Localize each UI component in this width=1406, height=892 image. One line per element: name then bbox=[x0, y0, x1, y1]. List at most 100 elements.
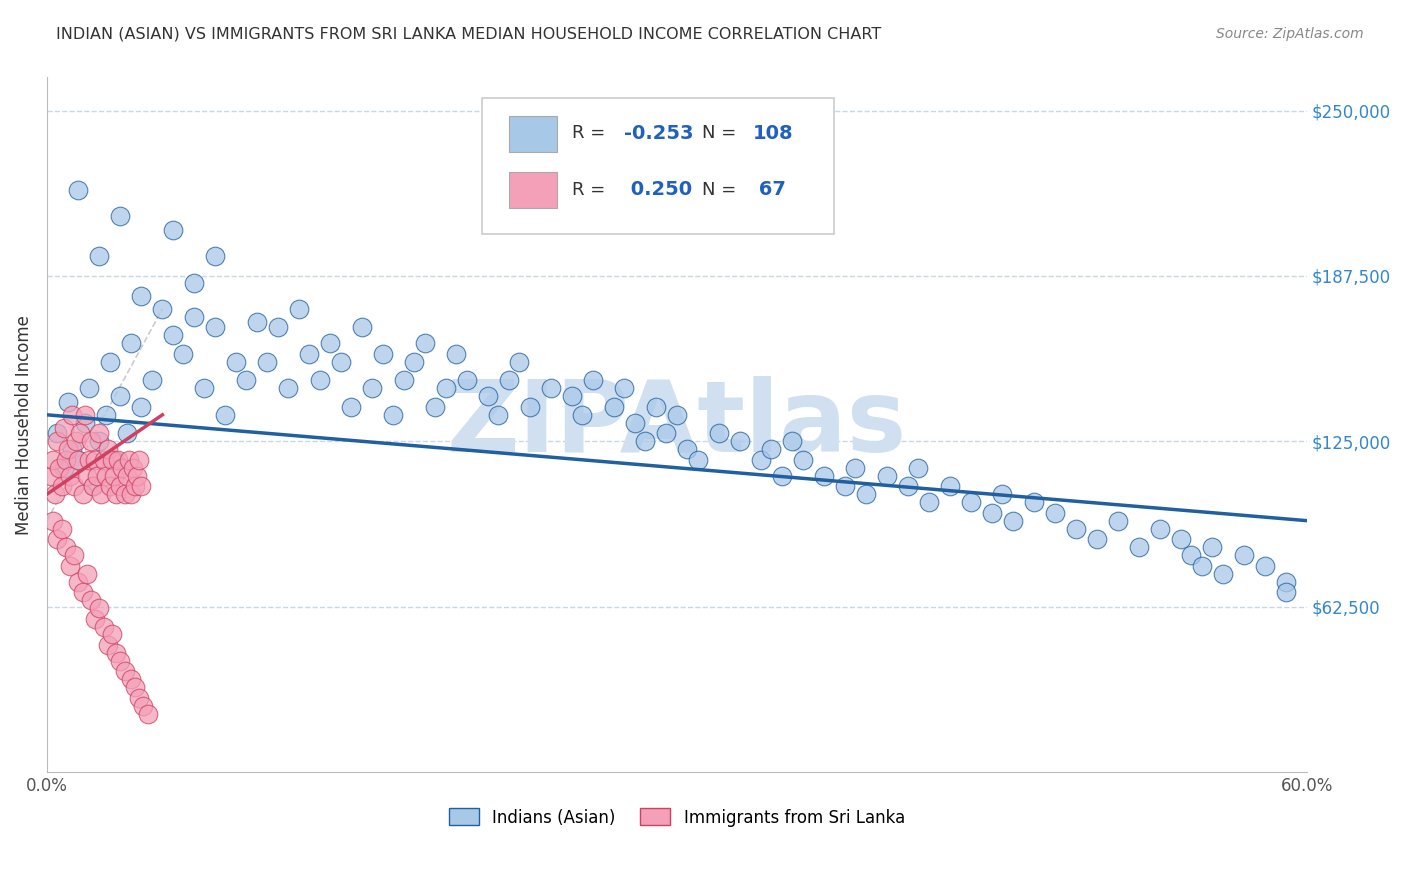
Point bbox=[131, 400, 153, 414]
Point bbox=[46, 434, 69, 449]
Text: N =: N = bbox=[702, 124, 737, 142]
Point bbox=[172, 347, 194, 361]
Point bbox=[115, 468, 138, 483]
Point bbox=[52, 421, 75, 435]
Point bbox=[1170, 532, 1192, 546]
Point bbox=[82, 479, 104, 493]
Point bbox=[51, 479, 73, 493]
Point bbox=[103, 452, 125, 467]
Point bbox=[44, 487, 66, 501]
Point bbox=[225, 355, 247, 369]
Point bbox=[77, 381, 100, 395]
Point bbox=[267, 320, 290, 334]
Point bbox=[844, 460, 866, 475]
Point bbox=[361, 381, 384, 395]
Point bbox=[105, 487, 128, 501]
Point bbox=[110, 479, 132, 493]
Point bbox=[93, 619, 115, 633]
Point bbox=[76, 468, 98, 483]
Point bbox=[55, 452, 77, 467]
Point bbox=[67, 183, 90, 197]
Point bbox=[128, 452, 150, 467]
Point bbox=[128, 690, 150, 705]
Point bbox=[1043, 506, 1066, 520]
Point bbox=[72, 585, 94, 599]
Point bbox=[105, 646, 128, 660]
Point bbox=[127, 468, 149, 483]
Point bbox=[90, 487, 112, 501]
Point bbox=[425, 400, 447, 414]
Point bbox=[350, 320, 373, 334]
Point bbox=[446, 347, 468, 361]
Text: N =: N = bbox=[702, 181, 737, 199]
Point bbox=[56, 442, 79, 457]
Point bbox=[131, 289, 153, 303]
Point bbox=[256, 355, 278, 369]
Point bbox=[82, 479, 104, 493]
Point bbox=[939, 479, 962, 493]
Point bbox=[1180, 548, 1202, 562]
Point bbox=[676, 442, 699, 457]
Point bbox=[89, 601, 111, 615]
Point bbox=[246, 315, 269, 329]
Point bbox=[132, 698, 155, 713]
Point bbox=[114, 487, 136, 501]
Point bbox=[1254, 558, 1277, 573]
Point bbox=[89, 426, 111, 441]
Point bbox=[1191, 558, 1213, 573]
Point bbox=[97, 638, 120, 652]
Point bbox=[72, 487, 94, 501]
Point bbox=[101, 452, 124, 467]
Point bbox=[60, 442, 83, 457]
Point bbox=[67, 574, 90, 589]
Point bbox=[111, 460, 134, 475]
Point bbox=[1001, 514, 1024, 528]
Point bbox=[897, 479, 920, 493]
Point bbox=[67, 452, 90, 467]
Point bbox=[118, 452, 141, 467]
Point bbox=[707, 426, 730, 441]
Point bbox=[94, 408, 117, 422]
Point bbox=[131, 479, 153, 493]
Point bbox=[162, 328, 184, 343]
Point bbox=[56, 394, 79, 409]
Legend: Indians (Asian), Immigrants from Sri Lanka: Indians (Asian), Immigrants from Sri Lan… bbox=[441, 802, 911, 833]
Point bbox=[183, 310, 205, 324]
Point bbox=[1275, 574, 1298, 589]
Text: -0.253: -0.253 bbox=[624, 123, 693, 143]
Point bbox=[980, 506, 1002, 520]
Point bbox=[1085, 532, 1108, 546]
Point bbox=[42, 452, 65, 467]
Point bbox=[665, 408, 688, 422]
Point bbox=[782, 434, 804, 449]
Point bbox=[1064, 522, 1087, 536]
Text: 108: 108 bbox=[752, 123, 793, 143]
Point bbox=[115, 426, 138, 441]
Point bbox=[918, 495, 941, 509]
Point bbox=[63, 548, 86, 562]
Text: Source: ZipAtlas.com: Source: ZipAtlas.com bbox=[1216, 27, 1364, 41]
FancyBboxPatch shape bbox=[509, 172, 557, 208]
Point bbox=[150, 301, 173, 316]
Point bbox=[120, 336, 142, 351]
Point bbox=[235, 373, 257, 387]
Point bbox=[120, 487, 142, 501]
Point bbox=[1201, 540, 1223, 554]
Point bbox=[98, 479, 121, 493]
Point bbox=[404, 355, 426, 369]
Point bbox=[991, 487, 1014, 501]
Point bbox=[792, 452, 814, 467]
Point bbox=[582, 373, 605, 387]
Point bbox=[73, 416, 96, 430]
Point bbox=[46, 426, 69, 441]
Text: 67: 67 bbox=[752, 180, 786, 200]
Point bbox=[613, 381, 636, 395]
Point bbox=[813, 468, 835, 483]
Point bbox=[183, 276, 205, 290]
Point bbox=[498, 373, 520, 387]
Point bbox=[120, 673, 142, 687]
Point bbox=[456, 373, 478, 387]
Point bbox=[162, 222, 184, 236]
Point bbox=[103, 468, 125, 483]
Text: ZIPAtlas: ZIPAtlas bbox=[447, 376, 907, 474]
